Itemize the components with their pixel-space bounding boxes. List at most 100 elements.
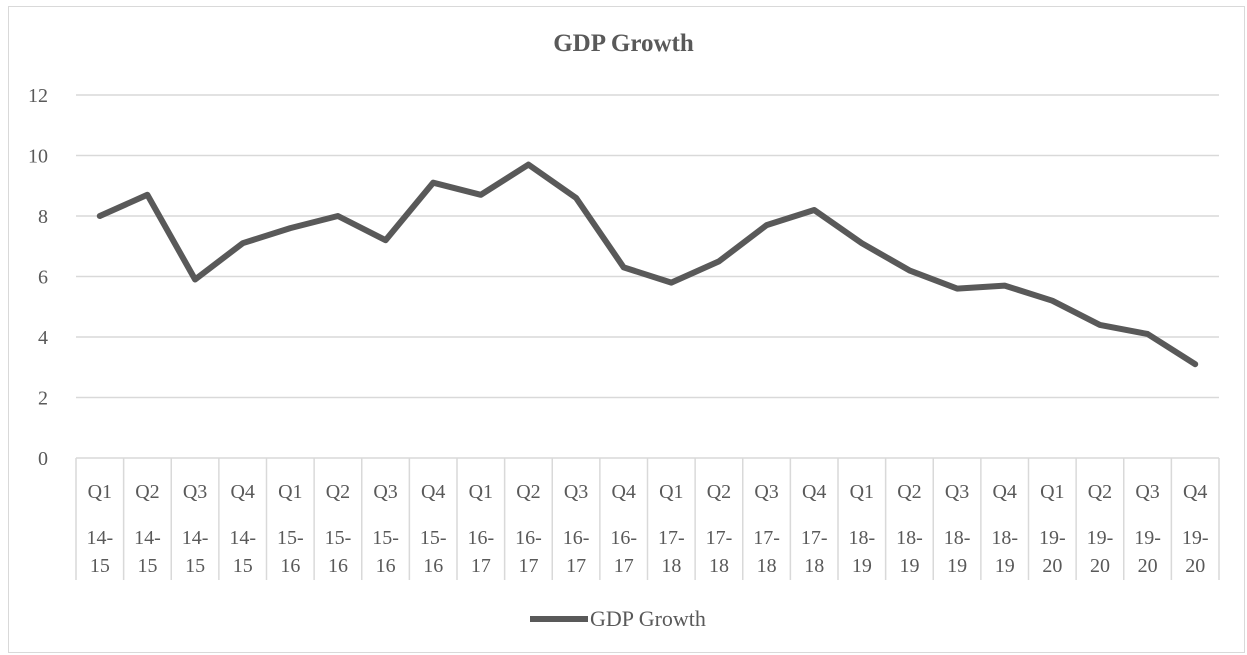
y-tick-label: 4 [38, 327, 48, 349]
x-tick-year-label-line1: 17- [753, 527, 780, 549]
x-tick-year-label-line2: 19 [995, 555, 1015, 577]
x-tick-year-label-line1: 16- [467, 527, 494, 549]
x-tick-year-label-line1: 16- [563, 527, 590, 549]
x-tick-quarter-label: Q3 [183, 481, 207, 503]
x-tick-year-label-line1: 14- [182, 527, 209, 549]
x-tick-year-label-line2: 19 [899, 555, 919, 577]
chart-title: GDP Growth [553, 30, 694, 57]
x-tick-year-label-line2: 16 [423, 555, 443, 577]
x-tick-year-label-line1: 17- [706, 527, 733, 549]
data-point [669, 280, 674, 285]
data-point [764, 223, 769, 228]
x-tick-year-label-line1: 17- [801, 527, 828, 549]
x-tick-quarter-label: Q4 [802, 481, 826, 503]
y-tick-label: 10 [28, 146, 48, 168]
x-tick-quarter-label: Q2 [897, 481, 921, 503]
x-tick-year-label-line2: 20 [1185, 555, 1205, 577]
x-tick-quarter-label: Q4 [611, 481, 635, 503]
y-axis-ticks: 0 2 4 6 8 10 12 [28, 85, 48, 470]
y-tick-label: 8 [38, 206, 48, 228]
x-tick-quarter-label: Q1 [659, 481, 683, 503]
x-tick-quarter-label: Q3 [754, 481, 778, 503]
x-axis: Q1 14- 15 Q2 14- 15 Q3 14- 15 Q4 14- 15 Q1 15- 16 Q2 15-… [75, 458, 1220, 580]
data-point [1193, 362, 1198, 367]
y-tick-label: 12 [28, 85, 48, 107]
y-tick-label: 6 [38, 267, 48, 289]
data-point [955, 286, 960, 291]
data-point [145, 192, 150, 197]
x-tick-year-label-line1: 19- [1134, 527, 1161, 549]
x-tick-quarter-label: Q1 [278, 481, 302, 503]
x-tick-year-label-line2: 18 [709, 555, 729, 577]
x-tick-year-label-line2: 18 [804, 555, 824, 577]
x-tick-quarter-label: Q2 [516, 481, 540, 503]
data-point [383, 238, 388, 243]
x-tick-year-label-line2: 16 [376, 555, 396, 577]
x-tick-year-label-line1: 18- [944, 527, 971, 549]
x-tick-year-label-line1: 15- [420, 527, 447, 549]
x-tick-year-label-line1: 16- [610, 527, 637, 549]
x-tick-quarter-label: Q4 [1183, 481, 1207, 503]
x-tick-year-label-line2: 16 [328, 555, 348, 577]
x-tick-quarter-label: Q3 [1135, 481, 1159, 503]
x-tick-year-label-line2: 16 [280, 555, 300, 577]
chart-frame [8, 6, 1245, 653]
x-tick-quarter-label: Q2 [135, 481, 159, 503]
x-tick-year-label-line1: 15- [372, 527, 399, 549]
data-point [621, 265, 626, 270]
x-tick-quarter-label: Q1 [850, 481, 874, 503]
data-point [526, 162, 531, 167]
data-point [288, 226, 293, 231]
y-tick-label: 2 [38, 388, 48, 410]
x-tick-year-label-line2: 17 [518, 555, 538, 577]
x-tick-year-label-line2: 20 [1138, 555, 1158, 577]
data-point [1145, 331, 1150, 336]
data-point [907, 268, 912, 273]
x-tick-year-label-line2: 18 [757, 555, 777, 577]
x-tick-quarter-label: Q4 [230, 481, 254, 503]
legend: GDP Growth [530, 606, 706, 632]
x-tick-year-label-line2: 19 [947, 555, 967, 577]
x-tick-year-label-line1: 18- [896, 527, 923, 549]
x-tick-year-label-line1: 14- [86, 527, 113, 549]
data-point [574, 195, 579, 200]
data-point [1050, 298, 1055, 303]
data-point [1097, 322, 1102, 327]
data-point [1002, 283, 1007, 288]
x-tick-year-label-line2: 17 [614, 555, 634, 577]
x-tick-year-label-line2: 15 [185, 555, 205, 577]
data-point [812, 207, 817, 212]
x-tick-quarter-label: Q1 [469, 481, 493, 503]
x-tick-year-label-line2: 20 [1042, 555, 1062, 577]
gridlines [76, 94, 1219, 459]
x-tick-year-label-line2: 15 [233, 555, 253, 577]
x-tick-year-label-line2: 15 [90, 555, 110, 577]
x-tick-quarter-label: Q4 [992, 481, 1016, 503]
data-point [97, 214, 102, 218]
x-tick-year-label-line1: 15- [325, 527, 352, 549]
x-tick-year-label-line1: 18- [848, 527, 875, 549]
series-line [96, 161, 1199, 368]
x-tick-year-label-line1: 19- [1182, 527, 1209, 549]
data-point [716, 259, 721, 264]
x-tick-year-label-line2: 15 [137, 555, 157, 577]
x-tick-year-label-line1: 19- [1087, 527, 1114, 549]
x-tick-quarter-label: Q3 [564, 481, 588, 503]
x-tick-quarter-label: Q3 [945, 481, 969, 503]
data-point [193, 277, 198, 282]
x-tick-year-label-line2: 20 [1090, 555, 1110, 577]
x-tick-quarter-label: Q1 [1040, 481, 1064, 503]
x-tick-year-label-line1: 14- [134, 527, 161, 549]
x-tick-year-label-line1: 16- [515, 527, 542, 549]
y-tick-label: 0 [38, 448, 48, 470]
data-point [859, 241, 864, 246]
data-point [240, 241, 245, 246]
legend-swatch [530, 616, 588, 622]
data-point [478, 192, 483, 197]
x-tick-year-label-line1: 17- [658, 527, 685, 549]
x-tick-year-label-line1: 18- [991, 527, 1018, 549]
x-tick-quarter-label: Q2 [326, 481, 350, 503]
x-tick-quarter-label: Q2 [1088, 481, 1112, 503]
x-tick-year-label-line2: 18 [661, 555, 681, 577]
x-tick-year-label-line1: 15- [277, 527, 304, 549]
